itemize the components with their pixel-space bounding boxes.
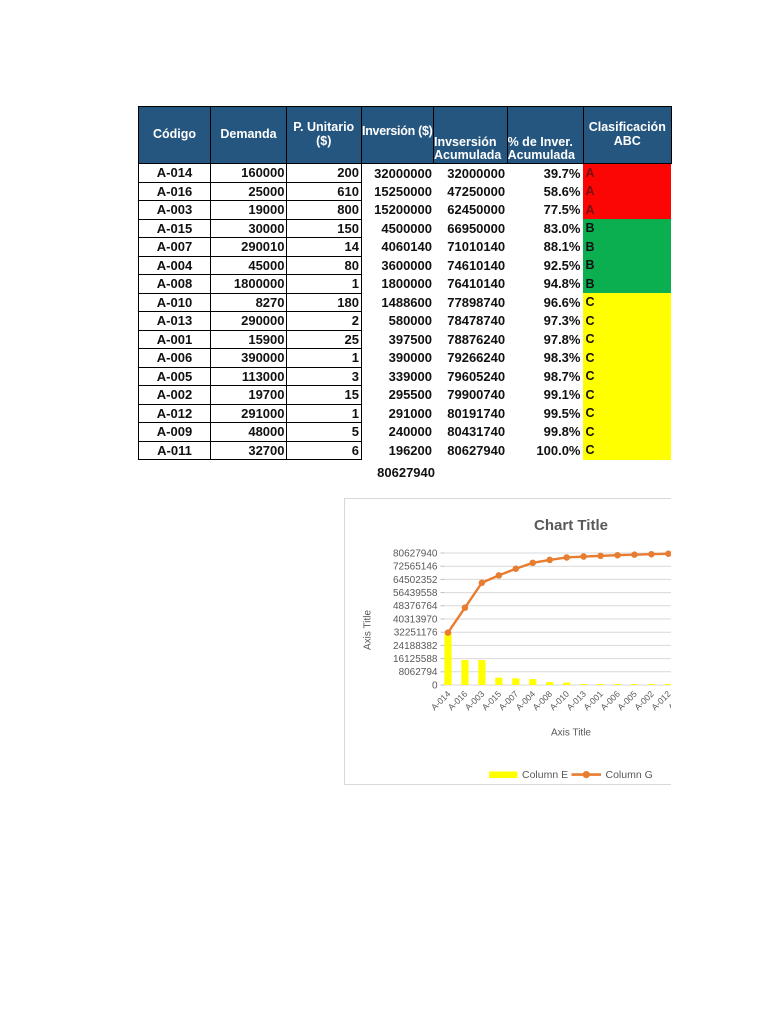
svg-text:64502352: 64502352 xyxy=(393,575,438,586)
svg-text:56439558: 56439558 xyxy=(393,588,438,599)
svg-text:Chart Title: Chart Title xyxy=(534,517,608,534)
svg-text:72565146: 72565146 xyxy=(393,562,438,573)
svg-text:A-012: A-012 xyxy=(649,689,671,713)
svg-text:Column E: Column E xyxy=(522,769,568,781)
svg-text:8062794: 8062794 xyxy=(399,667,438,678)
svg-text:Axis Title: Axis Title xyxy=(363,610,374,650)
svg-text:40313970: 40313970 xyxy=(393,614,438,625)
svg-text:32251176: 32251176 xyxy=(394,628,438,639)
svg-text:Axis Title: Axis Title xyxy=(551,728,591,739)
svg-text:Column G: Column G xyxy=(606,769,653,781)
svg-text:24188382: 24188382 xyxy=(393,641,438,652)
svg-text:0: 0 xyxy=(432,680,438,691)
svg-text:48376764: 48376764 xyxy=(393,601,438,612)
svg-text:80627940: 80627940 xyxy=(393,548,438,559)
svg-text:16125588: 16125588 xyxy=(393,654,438,665)
